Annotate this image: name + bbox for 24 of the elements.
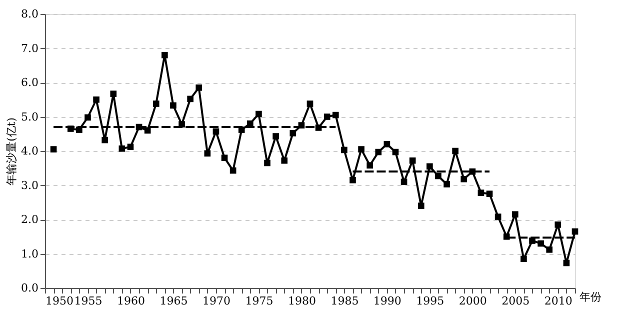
x-tick-label: 1960: [116, 294, 145, 308]
x-tick-label: 1980: [288, 294, 316, 308]
x-tick-label: 1985: [330, 294, 359, 308]
x-tick-label: 1975: [245, 294, 274, 308]
y-tick-label: 8.0: [21, 8, 38, 20]
x-tick-label: 1970: [202, 294, 230, 308]
x-tick-label: 2000: [458, 294, 487, 308]
x-tick-label: 2010: [544, 294, 572, 308]
x-tick-label: 2005: [502, 294, 530, 308]
x-tick-label: 1990: [373, 294, 402, 308]
y-tick-label: 3.0: [21, 178, 38, 192]
y-tick-label: 4.0: [21, 144, 38, 158]
x-axis-title: 年份: [580, 290, 602, 304]
y-tick-label: 5.0: [21, 110, 38, 124]
y-tick-label: 7.0: [21, 42, 38, 55]
x-tick-label: 1995: [416, 294, 444, 308]
x-tick-label: 1950: [46, 294, 74, 308]
y-tick-label: 2.0: [21, 213, 38, 226]
y-tick-label: 6.0: [21, 76, 38, 89]
y-tick-label: 0.0: [21, 282, 38, 294]
y-axis-title: 年输沙量(亿t): [5, 117, 18, 186]
x-tick-label: 1965: [160, 294, 188, 308]
x-tick-label: 1955: [74, 294, 102, 308]
y-tick-label: 1.0: [21, 247, 38, 260]
